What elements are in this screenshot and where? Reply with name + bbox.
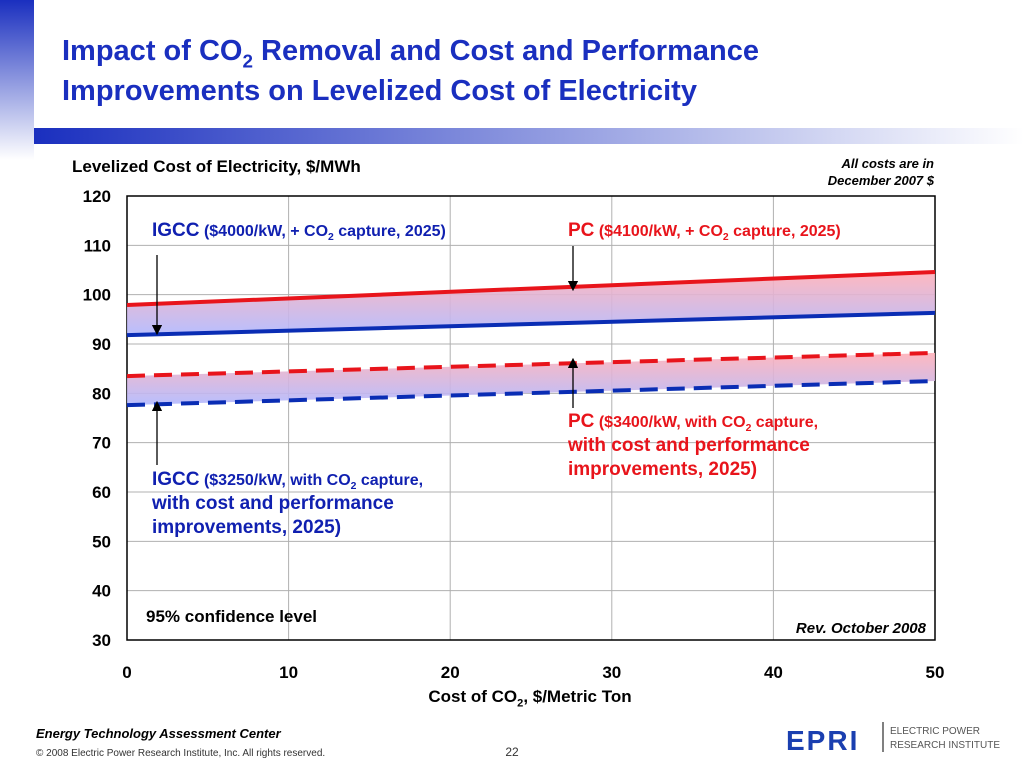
revision-note: Rev. October 2008: [796, 620, 927, 637]
text-part: capture,: [356, 472, 423, 489]
x-tick-label: 40: [764, 663, 783, 682]
text-part: 2: [328, 232, 334, 243]
note: December 2007 $: [828, 173, 935, 188]
x-tick-label: 10: [279, 663, 298, 682]
plot: 30 40 50 60 70 80 90 100 110 120 0 10 20 30 40 50: [83, 187, 945, 682]
y-tick-label: 120: [83, 187, 111, 206]
band: [127, 352, 935, 406]
y-tick-label: 80: [92, 384, 111, 403]
y-tick-label: 100: [83, 286, 111, 305]
text-part: with cost and performance: [567, 435, 810, 456]
annotation: PC ($4100/kW, + CO2 capture, 2025): [568, 220, 841, 243]
text-part: 2: [723, 232, 729, 243]
text-part: Improvements on Levelized Cost of Electr…: [62, 75, 697, 107]
plot-border: [126, 195, 936, 641]
y-tick-label: 90: [92, 335, 111, 354]
x-tick-label: 30: [602, 663, 621, 682]
text-part: 2: [242, 50, 252, 71]
copyright: © 2008 Electric Power Research Institute…: [36, 748, 325, 759]
x-tick-label: 0: [122, 663, 131, 682]
annotation: improvements, 2025): [568, 459, 757, 480]
text-part: capture, 2025): [729, 223, 841, 240]
y-tick-label: 40: [92, 582, 111, 601]
annotation: PC ($3400/kW, with CO2 capture,: [568, 411, 818, 434]
title-bar: [34, 128, 1024, 144]
confidence-note: 95% confidence level: [146, 607, 317, 626]
text-part: ($3400/kW, with CO: [594, 414, 745, 431]
title-line: Impact of CO2 Removal and Cost and Perfo…: [62, 35, 759, 71]
text-part: improvements, 2025): [152, 517, 341, 538]
y-tick-label: 70: [92, 434, 111, 453]
text-part: ($4100/kW, + CO: [594, 223, 723, 240]
text-part: 2: [351, 481, 357, 492]
annotation: with cost and performance: [151, 493, 394, 514]
text-part: Cost of CO: [428, 687, 517, 706]
series-line: [126, 269, 936, 308]
band: [127, 271, 935, 336]
text-part: 2: [746, 423, 752, 434]
text-part: improvements, 2025): [568, 459, 757, 480]
text-part: with cost and performance: [151, 493, 394, 514]
x-axis-label: Cost of CO2, $/Metric Ton: [428, 687, 631, 709]
org-line: ELECTRIC POWER: [890, 726, 980, 737]
text-part: Impact of CO: [62, 35, 242, 67]
text-part: PC: [568, 411, 595, 432]
series-line: [126, 310, 936, 338]
y-tick-label: 60: [92, 483, 111, 502]
side-bar: [0, 0, 34, 160]
text-part: IGCC: [152, 220, 200, 241]
y-tick-label: 30: [92, 631, 111, 650]
title-line: Improvements on Levelized Cost of Electr…: [62, 75, 697, 107]
text-part: Removal and Cost and Performance: [253, 35, 759, 67]
logo: EPRI: [786, 725, 859, 756]
note: All costs are in: [841, 156, 935, 171]
org-line: RESEARCH INSTITUTE: [890, 740, 1000, 751]
footer-center: Energy Technology Assessment Center: [36, 726, 282, 741]
page-number: 22: [505, 745, 519, 759]
y-tick-label: 110: [84, 236, 111, 255]
x-tick-label: 50: [926, 663, 945, 682]
y-axis-label: Levelized Cost of Electricity, $/MWh: [72, 157, 361, 176]
text-part: capture,: [751, 414, 818, 431]
x-tick-label: 20: [441, 663, 460, 682]
text-part: PC: [568, 220, 595, 241]
annotation: IGCC ($3250/kW, with CO2 capture,: [152, 469, 423, 492]
text-part: capture, 2025): [334, 223, 446, 240]
text-part: 2: [517, 697, 523, 709]
annotation: with cost and performance: [567, 435, 810, 456]
text-part: ($4000/kW, + CO: [200, 223, 329, 240]
annotation: IGCC ($4000/kW, + CO2 capture, 2025): [152, 220, 446, 243]
text-part: ($3250/kW, with CO: [200, 472, 351, 489]
annotation: improvements, 2025): [152, 517, 341, 538]
text-part: , $/Metric Ton: [523, 687, 631, 706]
y-tick-label: 50: [92, 532, 111, 551]
text-part: IGCC: [152, 469, 200, 490]
